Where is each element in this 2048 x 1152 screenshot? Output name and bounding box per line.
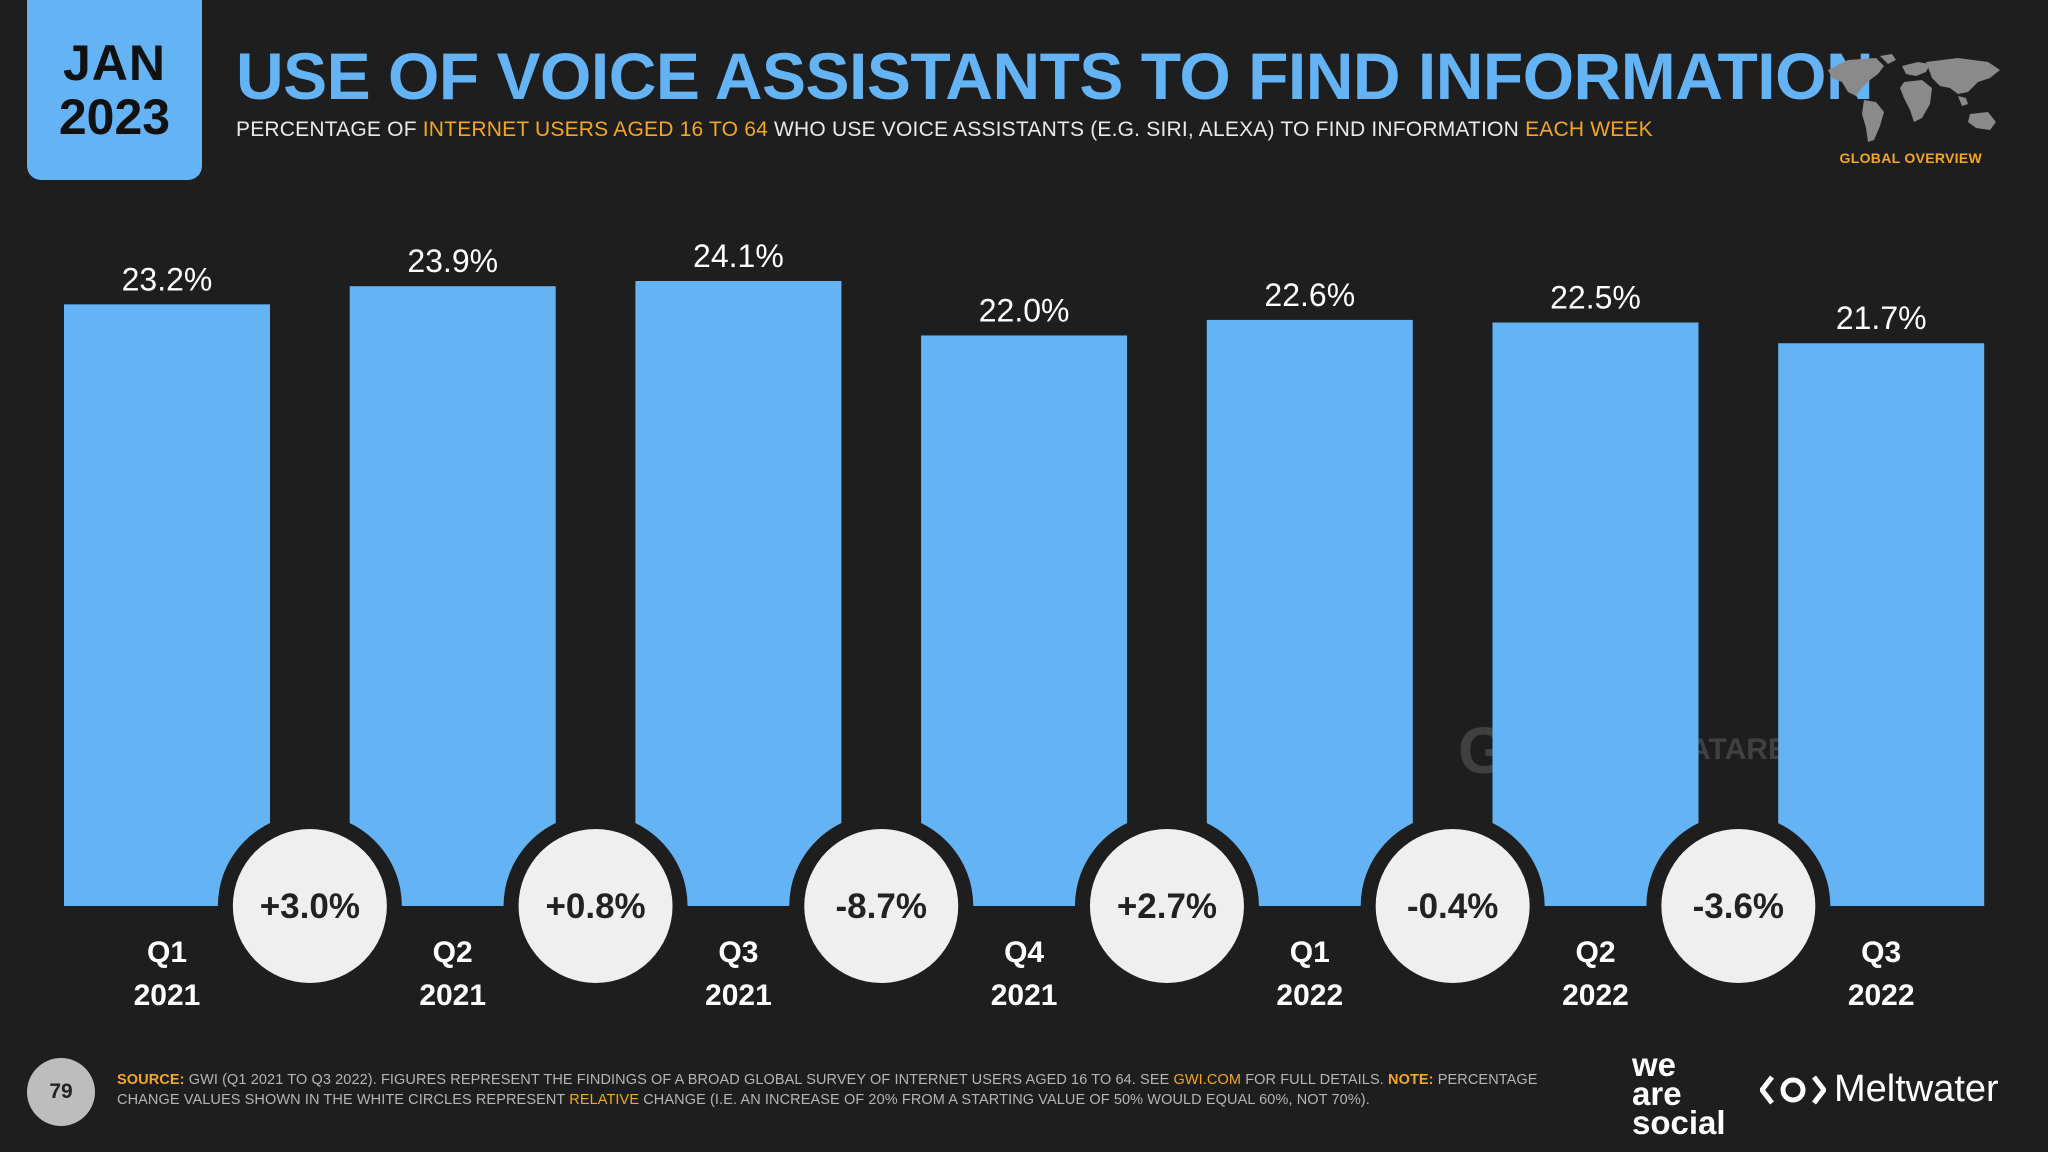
change-circle [804, 829, 959, 983]
we-are-social-line: are [1632, 1075, 1682, 1112]
meltwater-logo: Meltwater [1760, 1068, 1999, 1111]
change-label: +2.7% [1117, 887, 1217, 926]
x-tick-label: Q2 [433, 936, 473, 969]
x-tick-label: 2022 [1848, 979, 1915, 1012]
meltwater-icon [1760, 1073, 1826, 1107]
bar [349, 286, 556, 906]
x-tick-label: Q1 [147, 936, 187, 969]
source-text: GWI (Q1 2021 TO Q3 2022). FIGURES REPRES… [184, 1072, 1174, 1088]
x-tick-label: 2022 [1562, 979, 1629, 1012]
we-are-social-logo: we are social [1632, 1046, 1726, 1141]
bar [635, 281, 842, 906]
note-text: PERCENTAGE CHANGE VALUES SHOWN IN THE WH… [117, 1072, 1538, 1108]
bar-value-label: 22.6% [1264, 277, 1355, 313]
x-tick-label: Q2 [1575, 936, 1615, 969]
x-tick-label: 2021 [134, 979, 201, 1012]
meltwater-text: Meltwater [1834, 1068, 1999, 1110]
source-note: SOURCE: GWI (Q1 2021 TO Q3 2022). FIGURE… [117, 1070, 1597, 1110]
bar [1492, 322, 1699, 906]
page-number: 79 [27, 1058, 95, 1126]
subtitle-highlight: INTERNET USERS AGED 16 TO 64 [422, 118, 768, 141]
bar-value-label: 22.0% [979, 292, 1070, 328]
note-relative: RELATIVE [569, 1092, 640, 1108]
subtitle-highlight: EACH WEEK [1525, 118, 1653, 141]
note-text: CHANGE (I.E. AN INCREASE OF 20% FROM A S… [639, 1092, 1370, 1108]
date-month: JAN [62, 35, 167, 91]
change-circle [518, 829, 673, 983]
bar-value-label: 23.2% [122, 261, 213, 297]
page-title: USE OF VOICE ASSISTANTS TO FIND INFORMAT… [236, 39, 1874, 113]
bar-value-label: 22.5% [1550, 279, 1641, 315]
date-year: 2023 [58, 89, 171, 145]
change-label: -8.7% [836, 887, 927, 926]
we-are-social-line: social [1632, 1104, 1726, 1141]
source-text: FOR FULL DETAILS. [1241, 1072, 1388, 1088]
subtitle: PERCENTAGE OF INTERNET USERS AGED 16 TO … [236, 118, 1653, 142]
date-badge: JAN 2023 [27, 0, 202, 180]
note-label: NOTE: [1388, 1072, 1434, 1088]
change-circle [1089, 829, 1244, 983]
change-circle [1375, 829, 1530, 983]
we-are-social-line: we [1632, 1046, 1677, 1083]
x-tick-label: 2022 [1276, 979, 1343, 1012]
x-tick-label: Q3 [1861, 936, 1901, 969]
x-tick-label: Q4 [1004, 936, 1044, 969]
bar [64, 304, 270, 907]
x-tick-label: Q1 [1290, 936, 1330, 969]
change-label: +3.0% [260, 887, 360, 926]
change-label: +0.8% [545, 887, 645, 926]
bar-value-label: 23.9% [407, 243, 498, 279]
bar [1778, 343, 1985, 906]
change-label: -3.6% [1693, 887, 1784, 926]
change-circle [232, 829, 387, 983]
bar [921, 335, 1128, 906]
x-tick-label: Q3 [718, 936, 758, 969]
region-label: GLOBAL OVERVIEW [1839, 150, 1982, 166]
change-label: -0.4% [1407, 887, 1498, 926]
x-tick-label: 2021 [419, 979, 486, 1012]
subtitle-part: WHO USE VOICE ASSISTANTS (E.G. SIRI, ALE… [768, 118, 1526, 141]
bar-value-label: 21.7% [1836, 300, 1927, 336]
subtitle-part: PERCENTAGE OF [236, 118, 423, 141]
change-circle [1661, 829, 1816, 983]
world-map-icon [1818, 52, 2008, 147]
bar-value-label: 24.1% [693, 238, 784, 274]
source-link[interactable]: GWI.COM [1173, 1072, 1242, 1088]
source-label: SOURCE: [117, 1072, 185, 1088]
bar [1206, 319, 1413, 907]
x-tick-label: 2021 [991, 979, 1058, 1012]
x-tick-label: 2021 [705, 979, 772, 1012]
